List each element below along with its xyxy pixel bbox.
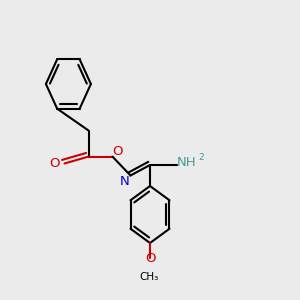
Text: CH₃: CH₃ (139, 272, 158, 282)
Text: 2: 2 (198, 153, 204, 162)
Text: O: O (113, 145, 123, 158)
Text: NH: NH (177, 155, 196, 169)
Text: O: O (145, 251, 155, 265)
Text: N: N (120, 175, 129, 188)
Text: O: O (50, 157, 60, 170)
